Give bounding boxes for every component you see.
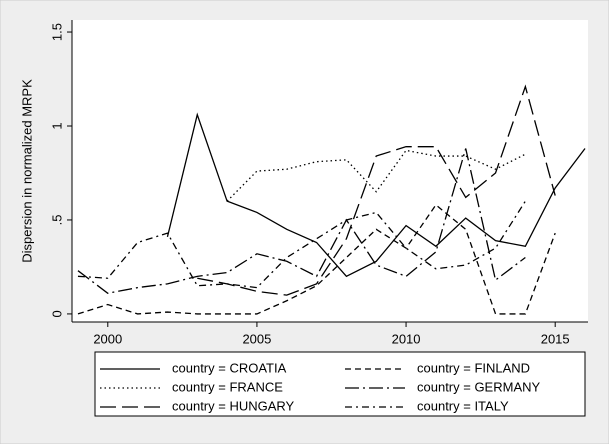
legend-label: country = HUNGARY — [172, 398, 295, 413]
series-line — [166, 112, 586, 278]
legend-label: country = FINLAND — [417, 360, 530, 375]
series-line — [197, 84, 556, 296]
legend-label: country = FRANCE — [172, 379, 283, 394]
x-tick-label: 2015 — [541, 331, 570, 346]
y-tick-label: 0 — [49, 310, 64, 317]
series-line — [226, 149, 526, 202]
y-tick-label: .5 — [49, 215, 64, 226]
legend-label: country = GERMANY — [417, 379, 541, 394]
series-line — [77, 148, 526, 294]
legend-label: country = ITALY — [417, 398, 509, 413]
series-line — [77, 203, 556, 315]
y-axis-label: Dispersion in normalized MRPK — [19, 79, 34, 263]
legend-box — [94, 351, 586, 417]
y-tick-label: 1 — [49, 122, 64, 129]
plot-area — [72, 20, 588, 322]
x-tick-label: 2000 — [93, 331, 122, 346]
legend-label: country = CROATIA — [172, 360, 287, 375]
x-tick-label: 2005 — [242, 331, 271, 346]
y-tick-label: 1.5 — [49, 23, 64, 41]
x-tick-label: 2010 — [392, 331, 421, 346]
